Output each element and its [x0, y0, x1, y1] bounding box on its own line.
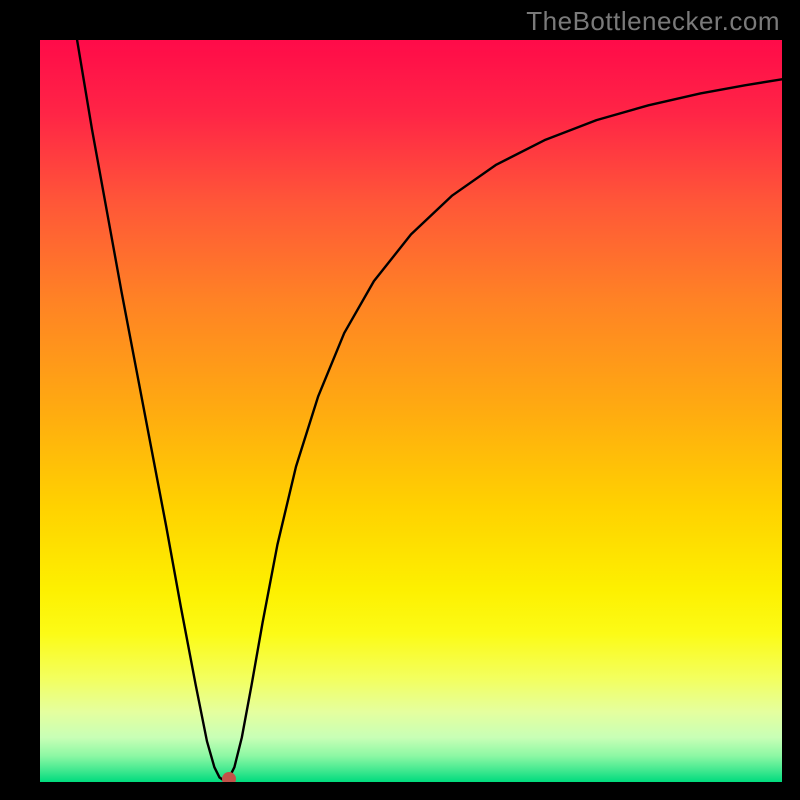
min-marker [222, 772, 236, 782]
bottleneck-curve [40, 40, 782, 782]
watermark-text: TheBottlenecker.com [526, 6, 780, 37]
plot-area [40, 40, 782, 782]
chart-frame: TheBottlenecker.com [0, 0, 800, 800]
